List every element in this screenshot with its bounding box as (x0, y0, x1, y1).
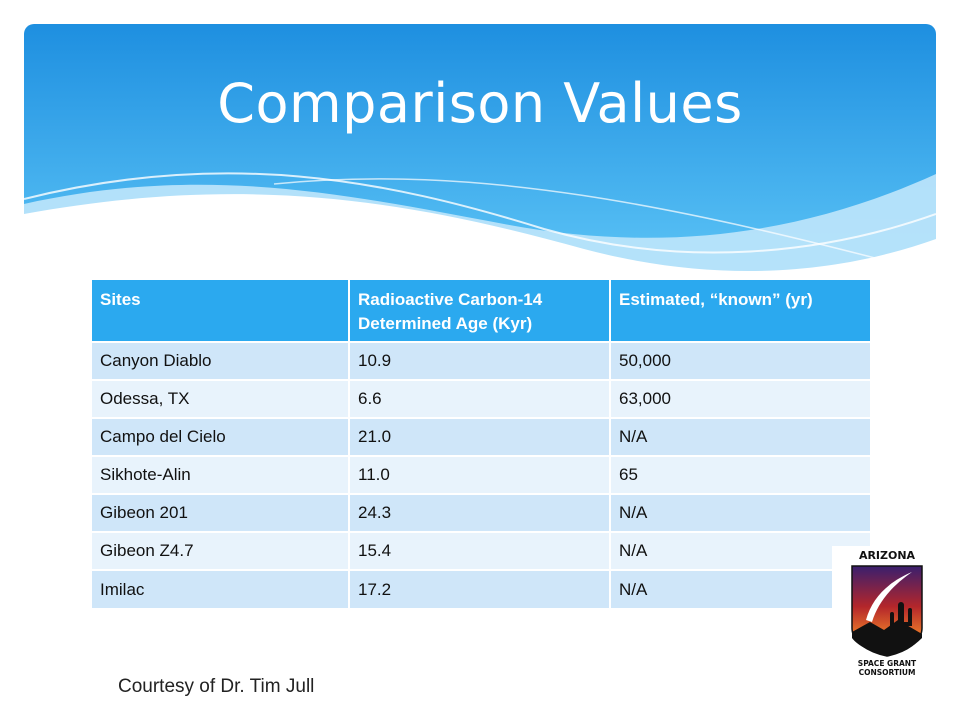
header-banner (24, 24, 936, 274)
cell-carbon-age: 21.0 (349, 417, 611, 456)
arizona-space-grant-logo: ARIZONA SPACE GRANT CONSORTIUM (832, 546, 942, 682)
comparison-table: Sites Radioactive Carbon-14 Determined A… (92, 280, 870, 608)
table-row: Gibeon 201 24.3 N/A (92, 493, 870, 532)
cell-known-age: 50,000 (610, 341, 870, 380)
table-row: Canyon Diablo 10.9 50,000 (92, 341, 870, 380)
cell-known-age: 65 (610, 455, 870, 494)
cell-carbon-age: 17.2 (349, 569, 611, 608)
cell-known-age: N/A (610, 493, 870, 532)
cell-carbon-age: 10.9 (349, 341, 611, 380)
table-row: Sikhote-Alin 11.0 65 (92, 455, 870, 494)
logo-bottom-text-1: SPACE GRANT (858, 659, 917, 668)
cell-known-age: N/A (610, 531, 870, 570)
cell-carbon-age: 15.4 (349, 531, 611, 570)
cell-site: Gibeon Z4.7 (92, 531, 350, 570)
header-carbon-age: Radioactive Carbon-14 Determined Age (Ky… (349, 280, 611, 342)
cell-carbon-age: 24.3 (349, 493, 611, 532)
cell-site: Canyon Diablo (92, 341, 350, 380)
cell-carbon-age: 6.6 (349, 379, 611, 418)
logo-top-text: ARIZONA (859, 549, 916, 562)
header-sites: Sites (92, 280, 350, 342)
table-header-row: Sites Radioactive Carbon-14 Determined A… (92, 280, 870, 342)
table-row: Campo del Cielo 21.0 N/A (92, 417, 870, 456)
table-row: Odessa, TX 6.6 63,000 (92, 379, 870, 418)
credit-text: Courtesy of Dr. Tim Jull (118, 676, 315, 697)
logo-bottom-text-2: CONSORTIUM (859, 668, 916, 677)
table-row: Gibeon Z4.7 15.4 N/A (92, 531, 870, 570)
cell-site: Odessa, TX (92, 379, 350, 418)
cell-carbon-age: 11.0 (349, 455, 611, 494)
cell-known-age: N/A (610, 569, 870, 608)
slide-title: Comparison Values (217, 72, 743, 135)
cell-known-age: 63,000 (610, 379, 870, 418)
table-row: Imilac 17.2 N/A (92, 569, 870, 608)
header-known-age: Estimated, “known” (yr) (610, 280, 870, 342)
cell-known-age: N/A (610, 417, 870, 456)
logo-graphic: ARIZONA SPACE GRANT CONSORTIUM (851, 549, 923, 677)
cell-site: Gibeon 201 (92, 493, 350, 532)
cell-site: Imilac (92, 569, 350, 608)
header-wave-graphic (24, 24, 936, 274)
cell-site: Sikhote-Alin (92, 455, 350, 494)
cell-site: Campo del Cielo (92, 417, 350, 456)
